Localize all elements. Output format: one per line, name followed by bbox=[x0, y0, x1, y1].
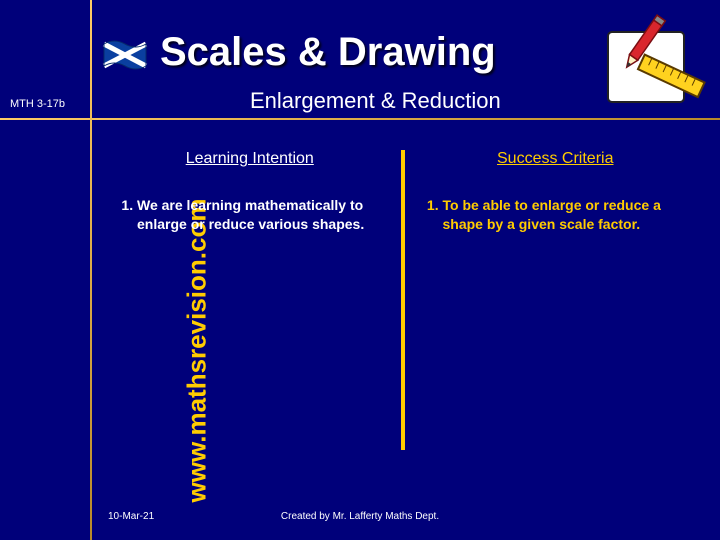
footer-date: 10-Mar-21 bbox=[108, 511, 154, 522]
scotland-flag-icon bbox=[102, 40, 148, 70]
learning-intention-heading: Learning Intention bbox=[115, 150, 385, 168]
success-criteria-heading: Success Criteria bbox=[421, 150, 691, 168]
course-code: MTH 3-17b bbox=[10, 98, 65, 110]
page-title: Scales & Drawing bbox=[160, 30, 496, 75]
drawing-tools-icon bbox=[596, 10, 706, 120]
column-divider bbox=[401, 150, 405, 450]
slide: Scales & Drawing Enlargement & Reduction… bbox=[0, 0, 720, 540]
content-columns: Learning Intention We are learning mathe… bbox=[105, 150, 700, 490]
list-item: We are learning mathematically to enlarg… bbox=[137, 196, 385, 234]
success-criteria-list: To be able to enlarge or reduce a shape … bbox=[421, 196, 691, 234]
learning-intention-column: Learning Intention We are learning mathe… bbox=[105, 150, 395, 490]
success-criteria-column: Success Criteria To be able to enlarge o… bbox=[411, 150, 701, 490]
page-subtitle: Enlargement & Reduction bbox=[250, 88, 501, 114]
list-item: To be able to enlarge or reduce a shape … bbox=[443, 196, 691, 234]
learning-intention-list: We are learning mathematically to enlarg… bbox=[115, 196, 385, 234]
vertical-rule bbox=[90, 0, 92, 540]
